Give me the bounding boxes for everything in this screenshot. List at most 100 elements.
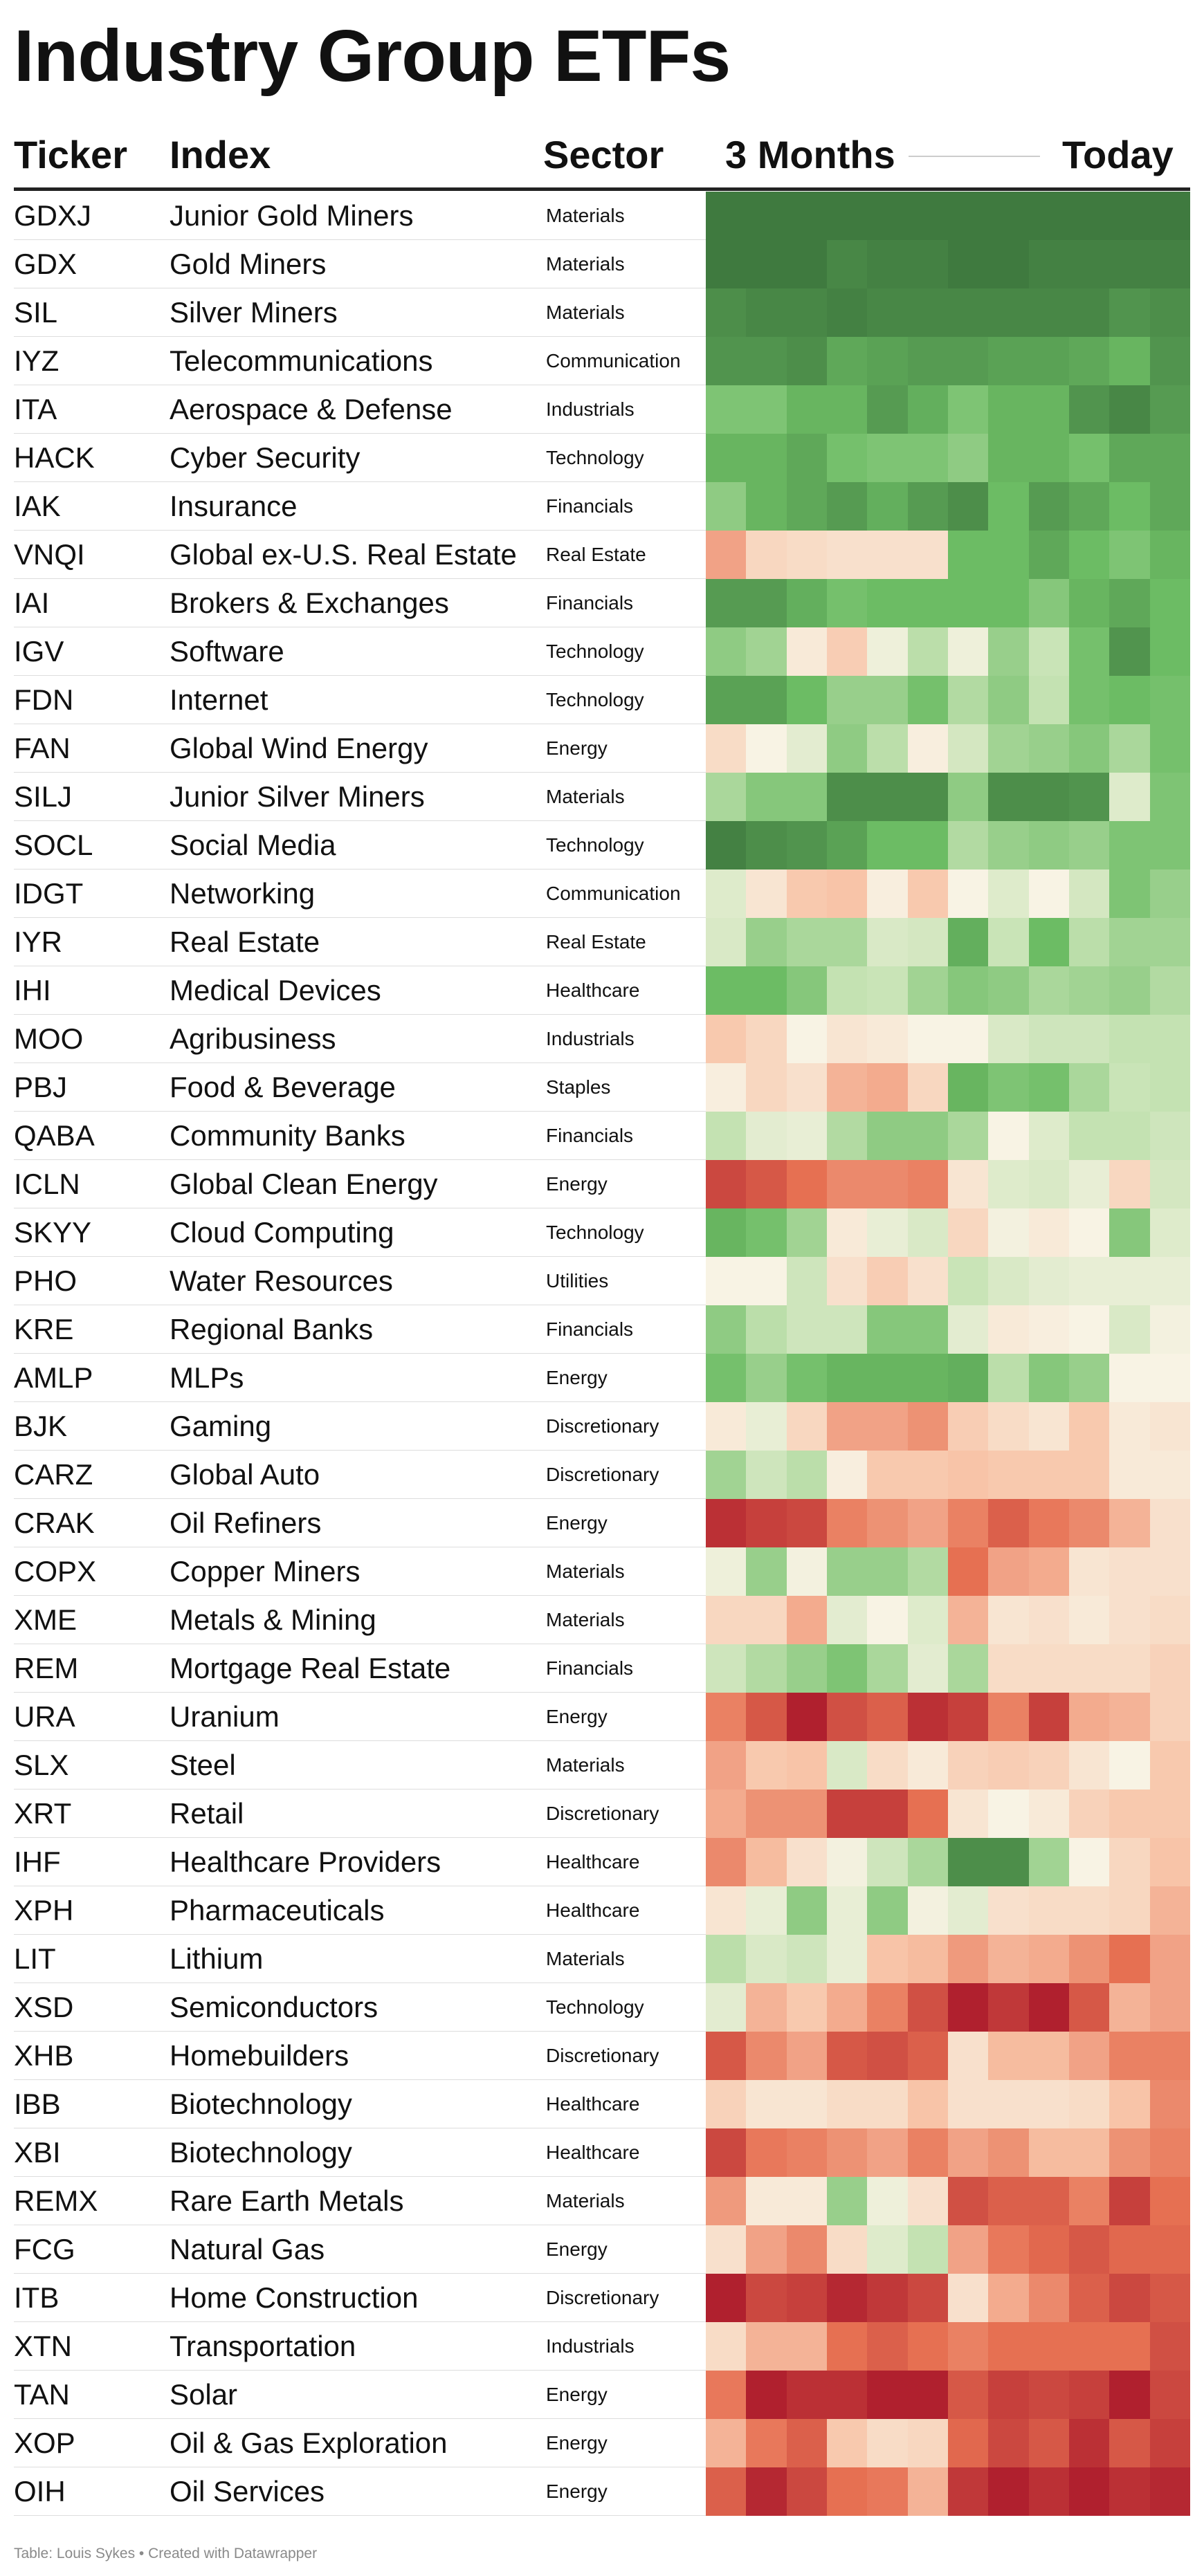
heatmap-cell xyxy=(1149,2322,1190,2371)
heatmap-row xyxy=(706,2371,1190,2419)
heatmap-cell xyxy=(988,434,1029,482)
heatmap-cell xyxy=(1068,385,1110,434)
heatmap-cell xyxy=(867,1547,908,1596)
heatmap-cell xyxy=(867,676,908,724)
heatmap-cell xyxy=(1028,2274,1069,2322)
heatmap-cell xyxy=(907,2080,948,2128)
heatmap-cell xyxy=(947,870,989,918)
heatmap-row xyxy=(706,1838,1190,1886)
heatmap-cell xyxy=(746,1305,787,1354)
heatmap-row xyxy=(706,1354,1190,1402)
heatmap-cell xyxy=(706,1160,747,1208)
index-column-header[interactable]: Index xyxy=(170,133,271,176)
heatmap-cell xyxy=(786,1354,827,1402)
heatmap-cell xyxy=(988,1693,1029,1741)
table-row: LIT Lithium Materials xyxy=(0,1935,1204,1983)
heatmap-cell xyxy=(826,240,868,288)
sector-cell: Discretionary xyxy=(546,1415,659,1437)
heatmap-cell xyxy=(746,531,787,579)
heatmap-cell xyxy=(947,2274,989,2322)
heatmap-cell xyxy=(1068,1886,1110,1935)
heatmap-cell xyxy=(1068,918,1110,966)
heatmap-cell xyxy=(826,1354,868,1402)
row-divider xyxy=(14,1062,706,1063)
heatmap-cell xyxy=(786,2371,827,2419)
heatmap-cell xyxy=(826,1790,868,1838)
heatmap-cell xyxy=(786,1886,827,1935)
heatmap-cell xyxy=(1149,288,1190,337)
heatmap-cell xyxy=(1028,1838,1069,1886)
heatmap-cell xyxy=(1068,627,1110,676)
heatmap-cell xyxy=(907,385,948,434)
heatmap-row xyxy=(706,579,1190,627)
heatmap-cell xyxy=(907,1790,948,1838)
heatmap-cell xyxy=(907,1063,948,1112)
index-cell: Internet xyxy=(170,683,268,716)
heatmap-cell xyxy=(988,1257,1029,1305)
heatmap-cell xyxy=(1109,1208,1150,1257)
heatmap-cell xyxy=(867,1305,908,1354)
heatmap-cell xyxy=(1149,1305,1190,1354)
row-divider xyxy=(14,1740,706,1741)
heatmap-cell xyxy=(1028,870,1069,918)
heatmap-cell xyxy=(988,1886,1029,1935)
heatmap-cell xyxy=(988,1644,1029,1693)
heatmap-cell xyxy=(1149,1451,1190,1499)
heatmap-cell xyxy=(988,1499,1029,1547)
heatmap-cell xyxy=(947,966,989,1015)
heatmap-cell xyxy=(947,385,989,434)
heatmap-row xyxy=(706,1063,1190,1112)
heatmap-cell xyxy=(1068,773,1110,821)
heatmap-cell xyxy=(746,1790,787,1838)
heatmap-row xyxy=(706,1160,1190,1208)
heatmap-cell xyxy=(1068,1547,1110,1596)
heatmap-cell xyxy=(907,482,948,531)
heatmap-cell xyxy=(706,192,747,240)
heatmap-cell xyxy=(786,1015,827,1063)
index-cell: Biotechnology xyxy=(170,2088,352,2120)
heatmap-row xyxy=(706,434,1190,482)
index-cell: Real Estate xyxy=(170,926,320,958)
sector-column-header[interactable]: Sector xyxy=(543,133,664,176)
heatmap-cell xyxy=(947,2080,989,2128)
ticker-cell: REMX xyxy=(14,2184,98,2217)
heatmap-cell xyxy=(867,1983,908,2032)
heatmap-cell xyxy=(907,1935,948,1983)
heatmap-cell xyxy=(1028,1741,1069,1790)
heatmap-cell xyxy=(867,1596,908,1644)
heatmap-cell xyxy=(1109,2419,1150,2467)
heatmap-cell xyxy=(746,773,787,821)
heatmap-cell xyxy=(867,1741,908,1790)
heatmap-cell xyxy=(786,482,827,531)
sector-cell: Energy xyxy=(546,2481,608,2502)
ticker-column-header[interactable]: Ticker xyxy=(14,133,127,176)
heatmap-cell xyxy=(826,676,868,724)
heatmap-cell xyxy=(786,2322,827,2371)
heatmap-cell xyxy=(746,1402,787,1451)
row-divider xyxy=(14,675,706,676)
heatmap-cell xyxy=(786,531,827,579)
ticker-cell: TAN xyxy=(14,2378,70,2411)
sector-cell: Energy xyxy=(546,1173,608,1195)
heatmap-cell xyxy=(947,1305,989,1354)
heatmap-cell xyxy=(867,2225,908,2274)
heatmap-cell xyxy=(1109,434,1150,482)
heatmap-cell xyxy=(988,2177,1029,2225)
heatmap-cell xyxy=(746,627,787,676)
table-row: XOP Oil & Gas Exploration Energy xyxy=(0,2419,1204,2467)
ticker-cell: ITB xyxy=(14,2281,60,2314)
heatmap-cell xyxy=(988,2080,1029,2128)
heatmap-row xyxy=(706,1596,1190,1644)
index-cell: Homebuilders xyxy=(170,2039,349,2072)
heatmap-cell xyxy=(867,2371,908,2419)
heatmap-cell xyxy=(746,1160,787,1208)
heatmap-cell xyxy=(786,1741,827,1790)
row-divider xyxy=(14,2079,706,2080)
heatmap-cell xyxy=(826,2128,868,2177)
sector-cell: Discretionary xyxy=(546,2045,659,2066)
heatmap-cell xyxy=(706,1838,747,1886)
heatmap-cell xyxy=(1109,773,1150,821)
ticker-cell: CARZ xyxy=(14,1458,93,1491)
ticker-cell: FAN xyxy=(14,732,71,764)
heatmap-cell xyxy=(706,240,747,288)
